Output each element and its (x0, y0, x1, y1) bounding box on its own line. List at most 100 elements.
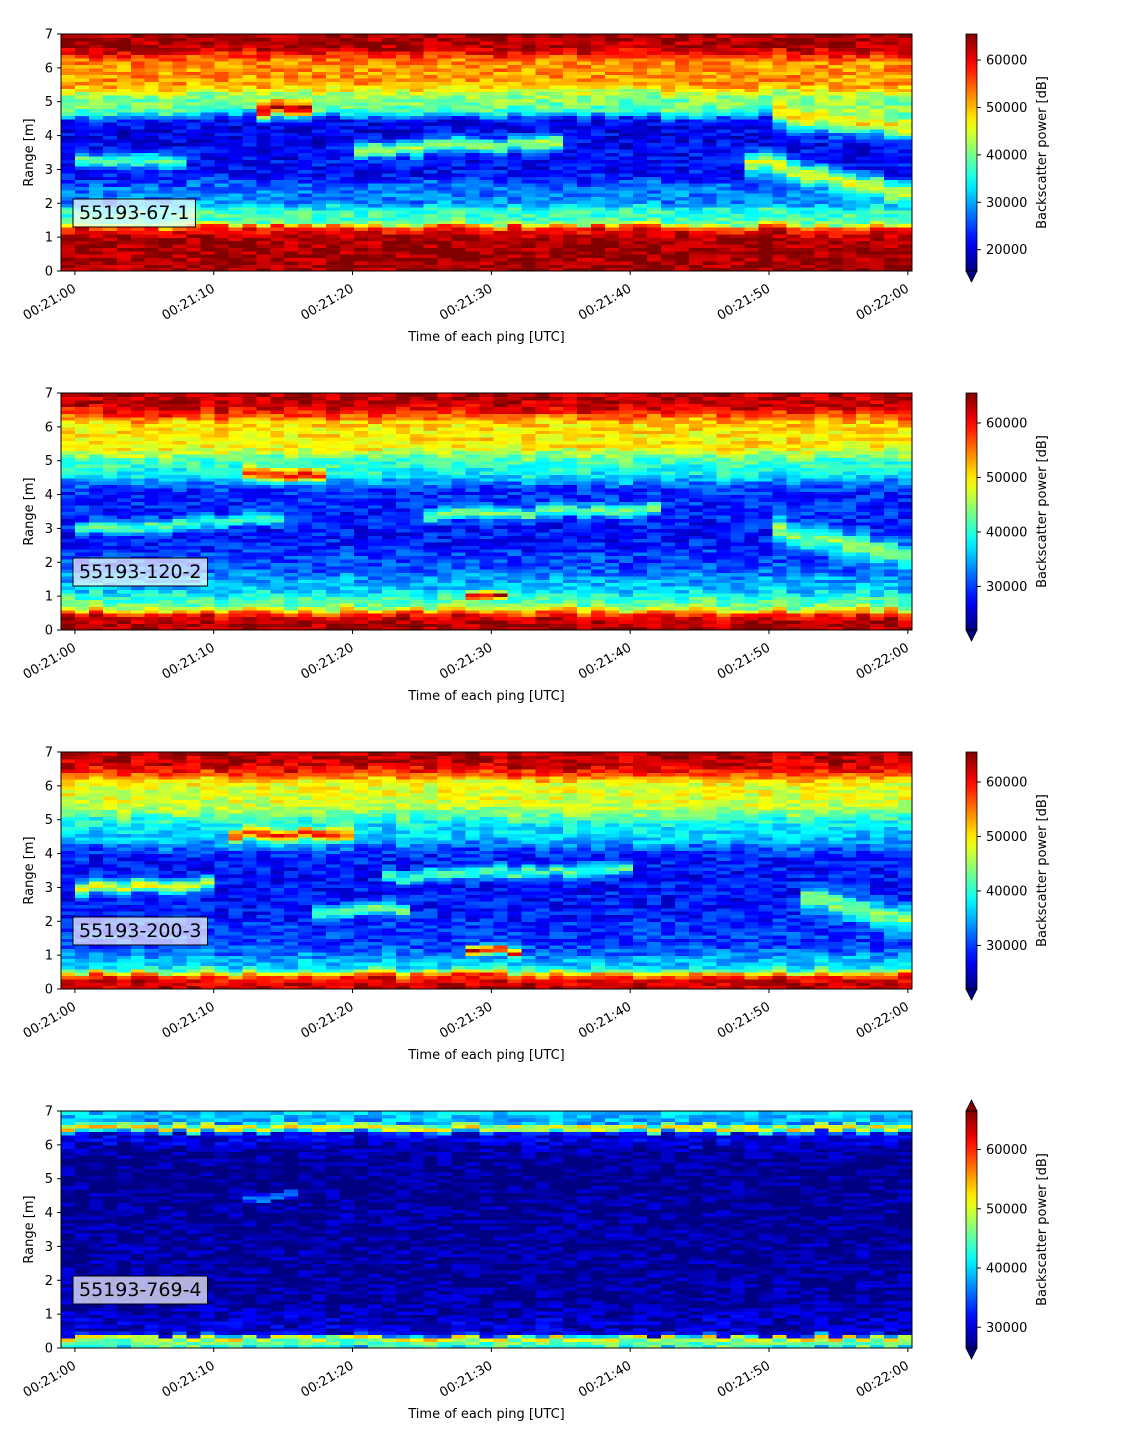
heatmap-cell (214, 64, 230, 69)
heatmap-cell (898, 67, 913, 72)
heatmap-cell (702, 196, 718, 201)
heatmap-cell (493, 152, 509, 157)
heatmap-cell (451, 91, 467, 96)
heatmap-cell (674, 220, 690, 225)
heatmap-cell (898, 108, 913, 113)
heatmap-cell (88, 111, 104, 116)
heatmap-cell (521, 47, 536, 52)
heatmap-cell (228, 138, 243, 143)
heatmap-cell (870, 243, 885, 248)
heatmap-cell (884, 54, 899, 59)
heatmap-cell (144, 142, 160, 147)
heatmap-cell (130, 399, 146, 404)
heatmap-cell (660, 47, 676, 52)
heatmap-cell (758, 57, 774, 62)
heatmap-cell (242, 67, 257, 72)
heatmap-cell (144, 538, 160, 543)
heatmap-cell (423, 149, 439, 154)
heatmap-cell (102, 193, 118, 198)
heatmap-cell (507, 122, 522, 127)
heatmap-cell (381, 78, 397, 82)
heatmap-cell (158, 162, 174, 167)
heatmap-cell (521, 84, 536, 89)
heatmap-cell (228, 98, 243, 103)
heatmap-cell (395, 254, 411, 259)
heatmap-cell (74, 101, 90, 106)
heatmap-cell (353, 84, 369, 89)
heatmap-cell (186, 159, 202, 164)
heatmap-cell (256, 105, 271, 110)
heatmap-cell (395, 91, 411, 96)
heatmap-cell (521, 250, 536, 255)
heatmap-cell (130, 494, 146, 499)
heatmap-cell (437, 98, 453, 103)
heatmap-cell (716, 74, 732, 79)
heatmap-cell (298, 111, 313, 116)
heatmap-cell (870, 220, 885, 225)
heatmap-cell (660, 254, 676, 259)
heatmap-cell (172, 166, 188, 171)
heatmap-cell (381, 145, 397, 150)
heatmap-cell (702, 64, 718, 69)
heatmap-cell (563, 260, 578, 265)
heatmap-cell (186, 528, 202, 533)
heatmap-cell (270, 108, 285, 113)
heatmap-cell (130, 101, 146, 106)
heatmap-cell (423, 189, 439, 194)
heatmap-cell (340, 162, 355, 167)
heatmap-cell (702, 267, 718, 272)
heatmap-cell (200, 169, 216, 174)
heatmap-cell (702, 199, 718, 204)
heatmap-cell (256, 193, 271, 198)
heatmap-cell (702, 91, 718, 96)
heatmap-cell (200, 105, 216, 110)
heatmap-cell (577, 196, 592, 201)
heatmap-cell (61, 172, 76, 177)
heatmap-cell (758, 199, 774, 204)
heatmap-cell (814, 203, 829, 208)
heatmap-cell (409, 182, 425, 187)
heatmap-cell (130, 538, 146, 543)
heatmap-cell (395, 220, 411, 225)
heatmap-cell (214, 213, 230, 218)
heatmap-cell (158, 406, 174, 411)
heatmap-cell (451, 37, 467, 42)
heatmap-cell (186, 254, 202, 259)
heatmap-cell (814, 71, 829, 76)
heatmap-cell (856, 254, 871, 259)
heatmap-cell (158, 538, 174, 543)
heatmap-cell (284, 74, 299, 79)
heatmap-cell (493, 264, 509, 269)
heatmap-cell (646, 71, 662, 76)
heatmap-cell (870, 260, 885, 265)
heatmap-cell (437, 162, 453, 167)
heatmap-cell (605, 67, 620, 72)
heatmap-cell (88, 416, 104, 421)
heatmap-cell (61, 437, 76, 441)
heatmap-cell (172, 494, 188, 499)
heatmap-cell (186, 37, 202, 42)
heatmap-cell (507, 54, 522, 59)
heatmap-cell (577, 138, 592, 143)
heatmap-cell (116, 521, 132, 526)
heatmap-cell (130, 172, 146, 177)
heatmap-cell (605, 78, 620, 82)
heatmap-cell (549, 47, 564, 52)
heatmap-cell (842, 78, 857, 82)
heatmap-cell (744, 132, 760, 137)
heatmap-cell (772, 34, 788, 38)
heatmap-cell (172, 67, 188, 72)
heatmap-cell (116, 61, 132, 66)
heatmap-cell (395, 216, 411, 221)
heatmap-cell (228, 182, 243, 187)
heatmap-cell (130, 406, 146, 411)
heatmap-cell (172, 497, 188, 502)
heatmap-cell (61, 155, 76, 160)
heatmap-cell (130, 592, 146, 597)
heatmap-cell (898, 264, 913, 269)
heatmap-cell (158, 443, 174, 448)
heatmap-cell (591, 203, 606, 208)
heatmap-cell (326, 67, 341, 72)
heatmap-cell (688, 213, 704, 218)
heatmap-cell (730, 91, 746, 96)
